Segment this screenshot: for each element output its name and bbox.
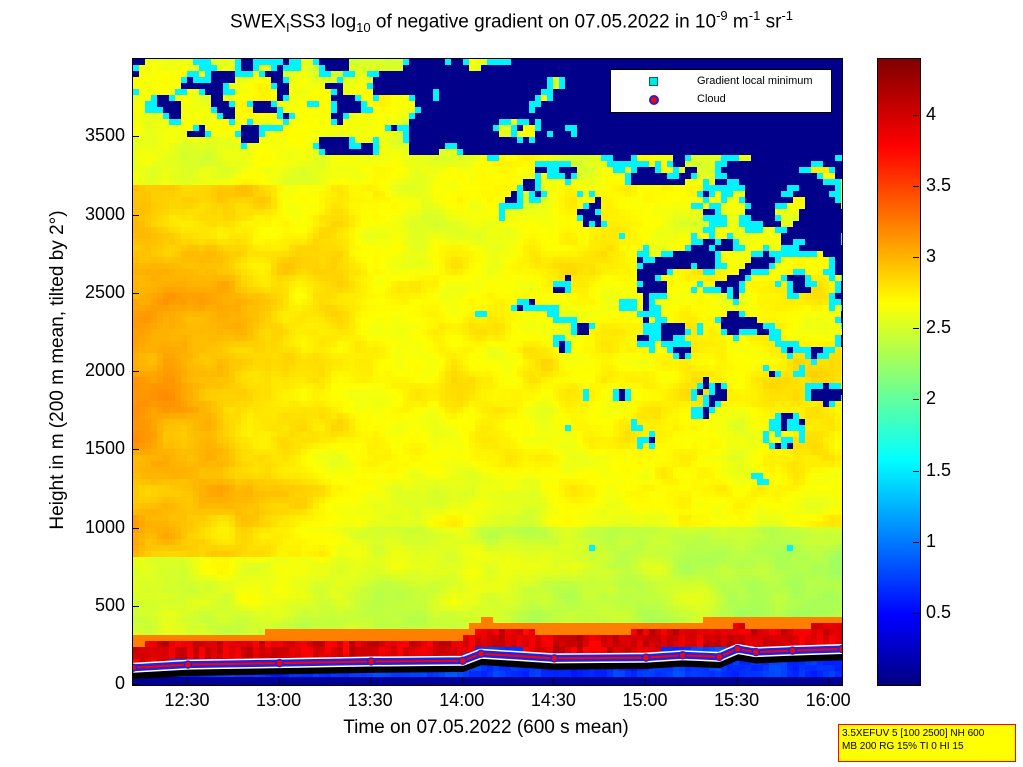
y-tick-mark <box>133 136 139 138</box>
x-tick-mark <box>644 678 646 684</box>
heatmap-plot-area <box>132 58 843 686</box>
legend-label: Gradient local minimum <box>697 75 813 87</box>
cloud-point <box>133 663 138 673</box>
y-tick-mark <box>133 605 139 607</box>
x-tick-mark <box>828 678 830 684</box>
square-marker-icon <box>649 77 658 86</box>
x-tick-label: 14:30 <box>530 690 576 710</box>
y-tick-mark <box>133 371 139 372</box>
y-tick-label: 1500 <box>84 438 125 459</box>
y-tick-mark <box>133 449 139 451</box>
colorbar-tick-label: 2.5 <box>926 317 952 338</box>
x-tick-label: 14:00 <box>439 690 485 710</box>
x-tick-label: 16:00 <box>805 690 851 710</box>
y-tick-label: 2000 <box>84 360 125 380</box>
y-tick-mark <box>133 214 139 216</box>
x-tick-mark <box>553 678 555 684</box>
y-tick-mark <box>133 292 139 294</box>
x-tick-label: 15:00 <box>622 690 668 710</box>
cloud-point <box>476 649 486 658</box>
cloud-point <box>550 654 559 663</box>
y-tick-mark <box>133 527 139 529</box>
x-tick-mark <box>278 678 280 684</box>
colorbar-tick-label: 3.5 <box>926 175 952 196</box>
cloud-point <box>458 656 468 665</box>
colorbar <box>877 58 921 686</box>
colorbar-tick-mark <box>913 612 919 614</box>
y-tick-label: 0 <box>114 673 125 693</box>
colorbar-tick-mark <box>913 470 919 472</box>
y-tick-label: 500 <box>94 594 125 615</box>
colorbar-tick-mark <box>913 328 919 330</box>
y-tick-label: 3000 <box>84 203 125 224</box>
info-line-2: MB 200 RG 15% TI 0 HI 15 <box>842 741 964 752</box>
x-tick-label: 13:00 <box>256 690 302 710</box>
legend: Gradient local minimum Cloud <box>610 69 832 113</box>
colorbar-tick-label: 0.5 <box>926 601 952 622</box>
cloud-point <box>751 647 761 657</box>
cloud-point <box>788 646 797 655</box>
cloud-point <box>275 658 284 668</box>
colorbar-tick-label: 2 <box>926 388 937 409</box>
x-axis-label: Time on 07.05.2022 (600 s mean) <box>343 717 629 738</box>
cloud-point <box>715 652 724 662</box>
cloud-point <box>641 653 651 662</box>
colorbar-tick-mark <box>913 114 919 116</box>
x-tick-label: 13:30 <box>347 690 393 710</box>
colorbar-tick-label: 4 <box>926 103 937 124</box>
heatmap-canvas <box>133 59 842 685</box>
colorbar-tick-label: 1 <box>926 530 937 551</box>
y-tick-label: 2500 <box>84 281 125 302</box>
ground-reference-line <box>133 653 842 680</box>
x-tick-mark <box>736 678 738 684</box>
circle-marker-icon <box>649 95 659 105</box>
legend-label: Cloud <box>697 93 726 105</box>
cloud-point <box>678 651 687 660</box>
x-tick-label: 15:30 <box>714 690 760 710</box>
colorbar-tick-label: 3 <box>926 246 937 267</box>
y-tick-mark <box>133 684 139 685</box>
colorbar-tick-mark <box>913 541 919 543</box>
info-line-1: 3.5XEFUV 5 [100 2500] NH 600 <box>842 728 985 739</box>
legend-item-cloud: Cloud <box>611 91 831 109</box>
colorbar-tick-mark <box>913 257 919 259</box>
y-tick-label: 3500 <box>84 125 125 146</box>
cloud-point <box>366 657 376 666</box>
colorbar-tick-label: 1.5 <box>926 459 952 480</box>
cloud-point <box>733 644 742 654</box>
x-tick-mark <box>461 678 463 684</box>
y-tick-label: 1000 <box>84 516 125 537</box>
x-tick-label: 12:30 <box>164 690 210 710</box>
chart-title: SWEXISS3 log10 of negative gradient on 0… <box>230 8 793 36</box>
cloud-point <box>837 644 842 654</box>
cloud-point <box>183 660 193 669</box>
y-axis-label: Height in m (200 m mean, tilted by 2°) <box>47 210 68 530</box>
colorbar-gradient <box>878 59 920 685</box>
parameter-info-box: 3.5XEFUV 5 [100 2500] NH 600 MB 200 RG 1… <box>838 724 1016 762</box>
x-tick-mark <box>370 678 372 684</box>
colorbar-tick-mark <box>913 186 919 188</box>
x-tick-mark <box>186 678 188 684</box>
legend-item-gradient-minimum: Gradient local minimum <box>611 73 831 91</box>
colorbar-tick-mark <box>913 399 919 401</box>
